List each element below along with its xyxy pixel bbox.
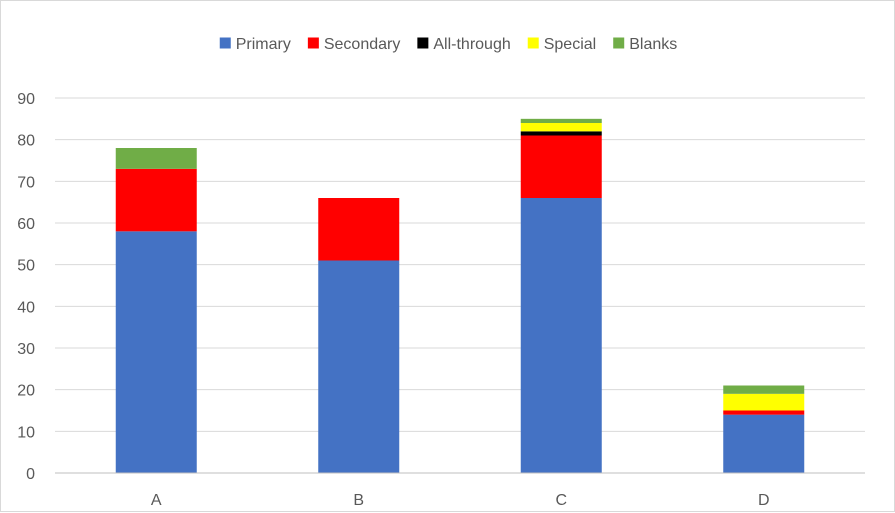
legend-label: Primary xyxy=(236,36,291,53)
bar-segment-primary-a xyxy=(115,231,197,473)
bar-segment-special-d xyxy=(723,393,805,411)
legend-swatch xyxy=(417,37,429,49)
legend-label: Blanks xyxy=(629,36,677,53)
legend-item-special: Special xyxy=(527,36,596,53)
y-tick-label: 40 xyxy=(17,299,35,316)
legend-item-blanks: Blanks xyxy=(613,36,677,53)
legend-item-primary: Primary xyxy=(219,36,291,53)
legend-swatch xyxy=(613,37,625,49)
y-tick-label: 90 xyxy=(17,91,35,108)
y-tick-label: 10 xyxy=(17,424,35,441)
x-axis: A B C D xyxy=(55,472,865,509)
legend-item-all-through: All-through xyxy=(417,36,511,53)
y-tick-label: 20 xyxy=(17,383,35,400)
bar-segment-special-c xyxy=(520,123,602,132)
legend-label: All-through xyxy=(433,36,510,53)
legend-label: Secondary xyxy=(324,36,401,53)
bar-segment-primary-c xyxy=(520,198,602,473)
legend-swatch xyxy=(307,37,319,49)
x-tick-label: B xyxy=(353,492,364,509)
y-axis: 0 10 20 30 40 50 60 70 80 90 xyxy=(17,91,35,483)
legend-item-secondary: Secondary xyxy=(307,36,401,53)
y-tick-label: 70 xyxy=(17,174,35,191)
bar-segment-blanks-d xyxy=(723,385,805,394)
bar-segment-all-through-c xyxy=(520,131,602,136)
y-tick-label: 50 xyxy=(17,258,35,275)
y-tick-label: 0 xyxy=(26,466,35,483)
legend-swatch xyxy=(219,37,231,49)
legend: Primary Secondary All-through Special Blanks xyxy=(219,36,677,53)
bar-segment-secondary-a xyxy=(115,168,197,232)
legend-swatch xyxy=(527,37,539,49)
y-tick-label: 30 xyxy=(17,341,35,358)
bars xyxy=(115,118,805,473)
bar-segment-secondary-b xyxy=(318,198,400,261)
bar-segment-secondary-c xyxy=(520,135,602,198)
bar-segment-blanks-c xyxy=(520,118,602,123)
bar-segment-blanks-a xyxy=(115,148,197,169)
x-tick-label: D xyxy=(758,492,770,509)
bar-segment-primary-b xyxy=(318,260,400,473)
x-tick-label: A xyxy=(151,492,162,509)
bar-segment-secondary-d xyxy=(723,410,805,415)
y-tick-label: 60 xyxy=(17,216,35,233)
bar-segment-primary-d xyxy=(723,414,805,473)
legend-label: Special xyxy=(544,36,596,53)
x-tick-label: C xyxy=(555,492,567,509)
y-tick-label: 80 xyxy=(17,133,35,150)
